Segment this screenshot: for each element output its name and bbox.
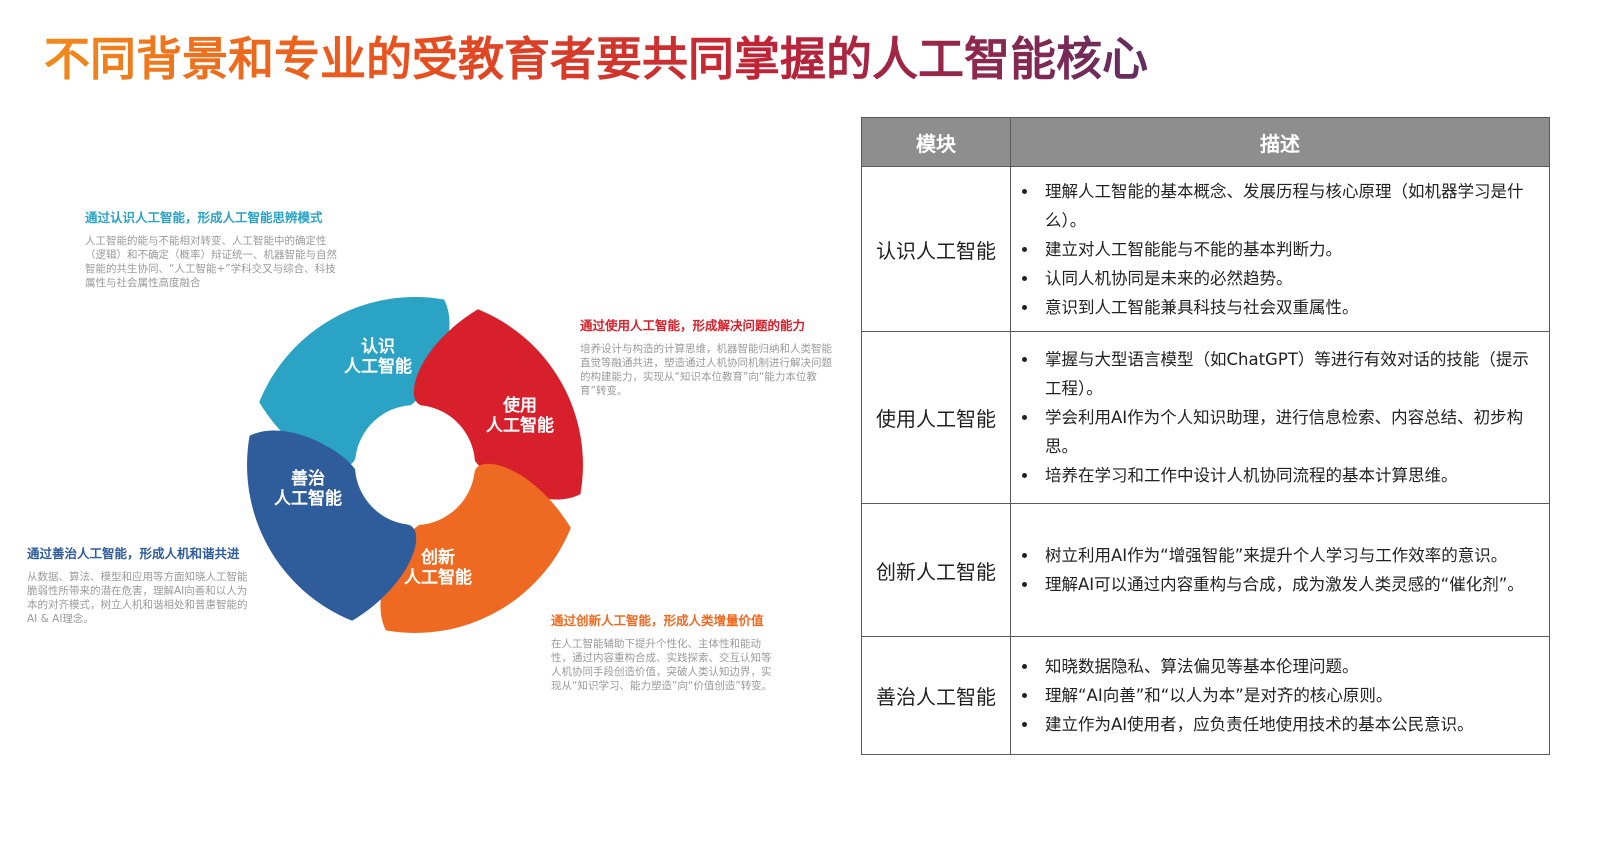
segment-know-label-2: 人工智能	[344, 356, 412, 377]
segment-create-label-2: 人工智能	[404, 567, 472, 588]
list-item: 建立作为AI使用者，应负责任地使用技术的基本公民意识。	[1039, 710, 1541, 739]
annotation-create: 通过创新人工智能，形成人类增量价值 在人工智能辅助下提升个性化、主体性和能动性，…	[551, 612, 773, 693]
annotation-govern: 通过善治人工智能，形成人机和谐共进 从数据、算法、模型和应用等方面知晓人工智能脆…	[27, 545, 257, 626]
module-cell: 善治人工智能	[861, 636, 1011, 755]
segment-know-ai	[259, 297, 450, 467]
annotation-know: 通过认识人工智能，形成人工智能思辨模式 人工智能的能与不能相对转变、人工智能中的…	[85, 209, 345, 290]
list-item: 认同人机协同是未来的必然趋势。	[1039, 264, 1541, 293]
list-item: 培养在学习和工作中设计人机协同流程的基本计算思维。	[1039, 461, 1541, 490]
module-cell: 使用人工智能	[861, 331, 1011, 504]
annotation-know-body: 人工智能的能与不能相对转变、人工智能中的确定性（逻辑）和不确定（概率）辩证统一、…	[85, 235, 337, 289]
list-item: 知晓数据隐私、算法偏见等基本伦理问题。	[1039, 652, 1541, 681]
annotation-use-body: 培养设计与构造的计算思维，机器智能归纳和人类智能直觉等融通共进，塑造通过人机协同…	[580, 343, 832, 397]
table-row: 善治人工智能 知晓数据隐私、算法偏见等基本伦理问题。 理解“AI向善”和“以人为…	[861, 636, 1550, 755]
list-item: 理解AI可以通过内容重构与合成，成为激发人类灵感的“催化剂”。	[1039, 570, 1541, 599]
list-item: 理解人工智能的基本概念、发展历程与核心原理（如机器学习是什么）。	[1039, 177, 1541, 235]
module-cell: 认识人工智能	[861, 166, 1011, 332]
segment-create-ai	[380, 463, 571, 633]
segment-use-label-1: 使用	[502, 395, 537, 416]
list-item: 建立对人工智能能与不能的基本判断力。	[1039, 235, 1541, 264]
segment-know-label-1: 认识	[361, 336, 395, 357]
annotation-govern-heading: 通过善治人工智能，形成人机和谐共进	[27, 546, 240, 561]
annotation-govern-body: 从数据、算法、模型和应用等方面知晓人工智能脆弱性所带来的潜在危害，理解AI向善和…	[27, 571, 248, 625]
header-module: 模块	[861, 117, 1011, 167]
description-cell: 理解人工智能的基本概念、发展历程与核心原理（如机器学习是什么）。 建立对人工智能…	[1010, 166, 1550, 332]
module-cell: 创新人工智能	[861, 503, 1011, 637]
list-item: 掌握与大型语言模型（如ChatGPT）等进行有效对话的技能（提示工程）。	[1039, 345, 1541, 403]
description-cell: 掌握与大型语言模型（如ChatGPT）等进行有效对话的技能（提示工程）。 学会利…	[1010, 331, 1550, 504]
annotation-use-heading: 通过使用人工智能，形成解决问题的能力	[580, 318, 806, 333]
table-row: 认识人工智能 理解人工智能的基本概念、发展历程与核心原理（如机器学习是什么）。 …	[861, 166, 1550, 332]
segment-govern-label-2: 人工智能	[274, 488, 342, 509]
list-item: 学会利用AI作为个人知识助理，进行信息检索、内容总结、初步构思。	[1039, 403, 1541, 461]
segment-create-label-1: 创新	[420, 547, 455, 568]
header-description: 描述	[1010, 117, 1550, 167]
ai-core-cycle-diagram: 认识 人工智能 使用 人工智能 创新 人工智能 善治 人工智能	[247, 297, 583, 633]
segment-govern-label-1: 善治	[291, 468, 325, 489]
segment-use-ai	[413, 309, 583, 500]
annotation-use: 通过使用人工智能，形成解决问题的能力 培养设计与构造的计算思维，机器智能归纳和人…	[580, 317, 832, 398]
description-cell: 知晓数据隐私、算法偏见等基本伦理问题。 理解“AI向善”和“以人为本”是对齐的核…	[1010, 636, 1550, 755]
core-modules-table: 模块 描述 认识人工智能 理解人工智能的基本概念、发展历程与核心原理（如机器学习…	[861, 117, 1550, 755]
table-row: 创新人工智能 树立利用AI作为“增强智能”来提升个人学习与工作效率的意识。 理解…	[861, 503, 1550, 637]
segment-govern-ai	[247, 430, 417, 621]
annotation-create-body: 在人工智能辅助下提升个性化、主体性和能动性，通过内容重构合成、实践探索、交互认知…	[551, 638, 773, 692]
list-item: 理解“AI向善”和“以人为本”是对齐的核心原则。	[1039, 681, 1541, 710]
list-item: 树立利用AI作为“增强智能”来提升个人学习与工作效率的意识。	[1039, 541, 1541, 570]
list-item: 意识到人工智能兼具科技与社会双重属性。	[1039, 293, 1541, 322]
description-cell: 树立利用AI作为“增强智能”来提升个人学习与工作效率的意识。 理解AI可以通过内…	[1010, 503, 1550, 637]
annotation-create-heading: 通过创新人工智能，形成人类增量价值	[551, 613, 764, 628]
segment-use-label-2: 人工智能	[486, 415, 554, 436]
page-title: 不同背景和专业的受教育者要共同掌握的人工智能核心	[44, 24, 1344, 94]
table-row: 使用人工智能 掌握与大型语言模型（如ChatGPT）等进行有效对话的技能（提示工…	[861, 331, 1550, 504]
table-header-row: 模块 描述	[861, 117, 1550, 167]
annotation-know-heading: 通过认识人工智能，形成人工智能思辨模式	[85, 210, 323, 225]
